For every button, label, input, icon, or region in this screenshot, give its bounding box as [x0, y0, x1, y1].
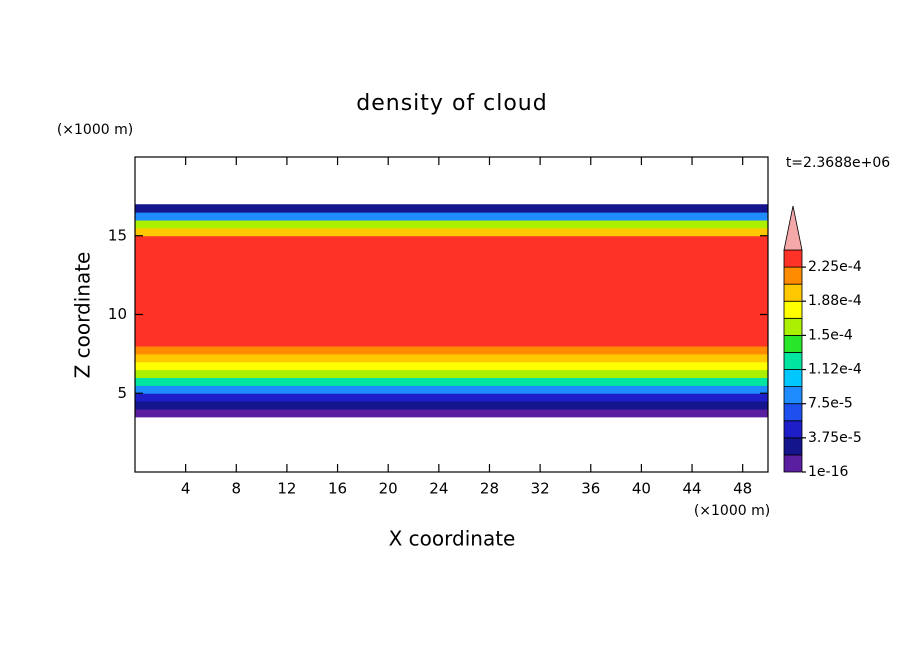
contour-band	[135, 353, 768, 363]
contour-band	[135, 401, 768, 410]
contour-band	[135, 212, 768, 221]
contour-band	[135, 361, 768, 371]
contour-band	[135, 227, 768, 237]
colorbar-extension	[783, 205, 803, 251]
contour-band	[135, 267, 768, 276]
x-tick-label: 32	[531, 480, 550, 498]
y-tick-label: 15	[108, 226, 127, 244]
contour-band	[135, 409, 768, 418]
colorbar-label: 1.88e-4	[808, 293, 862, 309]
contour-band	[135, 385, 768, 394]
x-tick-label: 40	[632, 480, 651, 498]
contour-band	[135, 322, 768, 331]
contour-band	[135, 306, 768, 315]
colorbar-label: 1.12e-4	[808, 362, 862, 378]
x-tick-label: 36	[581, 480, 600, 498]
y-tick-label: 5	[117, 384, 127, 402]
colorbar-box	[783, 369, 803, 388]
contour-band	[135, 338, 768, 347]
y-tick-label: 10	[108, 305, 127, 323]
contour-band	[135, 298, 768, 308]
colorbar-box	[783, 249, 803, 268]
x-unit: (×1000 m)	[694, 503, 770, 519]
contour-band	[135, 220, 768, 229]
x-tick-label: 12	[277, 480, 296, 498]
x-tick-label: 24	[429, 480, 448, 498]
x-axis-title: X coordinate	[389, 527, 516, 551]
colorbar-label: 3.75e-5	[808, 430, 862, 446]
contour-band	[135, 369, 768, 378]
colorbar-box	[783, 386, 803, 405]
colorbar-box	[783, 437, 803, 456]
chart-title: density of cloud	[356, 91, 547, 116]
x-tick-label: 4	[181, 480, 191, 498]
colorbar-box	[783, 317, 803, 336]
contour-band	[135, 275, 768, 284]
contour-band	[135, 204, 768, 213]
x-tick-label: 16	[328, 480, 347, 498]
contour-band	[135, 393, 768, 402]
colorbar-box	[783, 403, 803, 422]
y-axis-title: Z coordinate	[71, 252, 95, 379]
x-tick-label: 48	[733, 480, 752, 498]
y-unit: (×1000 m)	[57, 122, 133, 138]
colorbar-label: 1e-16	[808, 464, 848, 480]
colorbar-box	[783, 283, 803, 302]
colorbar-label: 2.25e-4	[808, 259, 862, 275]
contour-band	[135, 251, 768, 260]
colorbar-box	[783, 352, 803, 370]
contour-band	[135, 243, 768, 252]
colorbar-box	[783, 420, 803, 439]
colorbar-box	[783, 300, 803, 319]
time-label: t=2.3688e+06	[786, 155, 890, 171]
colorbar-box	[783, 266, 803, 285]
contour-band	[135, 283, 768, 292]
colorbar-label: 1.5e-4	[808, 327, 853, 343]
contour-band	[135, 290, 768, 300]
x-tick-label: 8	[232, 480, 242, 498]
contour-band	[135, 377, 768, 386]
contour-band	[135, 235, 768, 245]
x-tick-label: 20	[379, 480, 398, 498]
x-tick-label: 44	[682, 480, 701, 498]
colorbar-box	[783, 334, 803, 353]
contour-band	[135, 314, 768, 323]
x-tick-label: 28	[480, 480, 499, 498]
colorbar-box	[783, 454, 803, 473]
contour-band	[135, 330, 768, 339]
contour-band	[135, 259, 768, 268]
colorbar-label: 7.5e-5	[808, 396, 853, 412]
contour-band	[135, 346, 768, 355]
